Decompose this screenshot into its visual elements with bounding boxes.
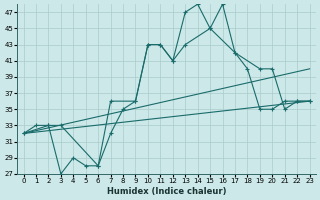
X-axis label: Humidex (Indice chaleur): Humidex (Indice chaleur): [107, 187, 226, 196]
